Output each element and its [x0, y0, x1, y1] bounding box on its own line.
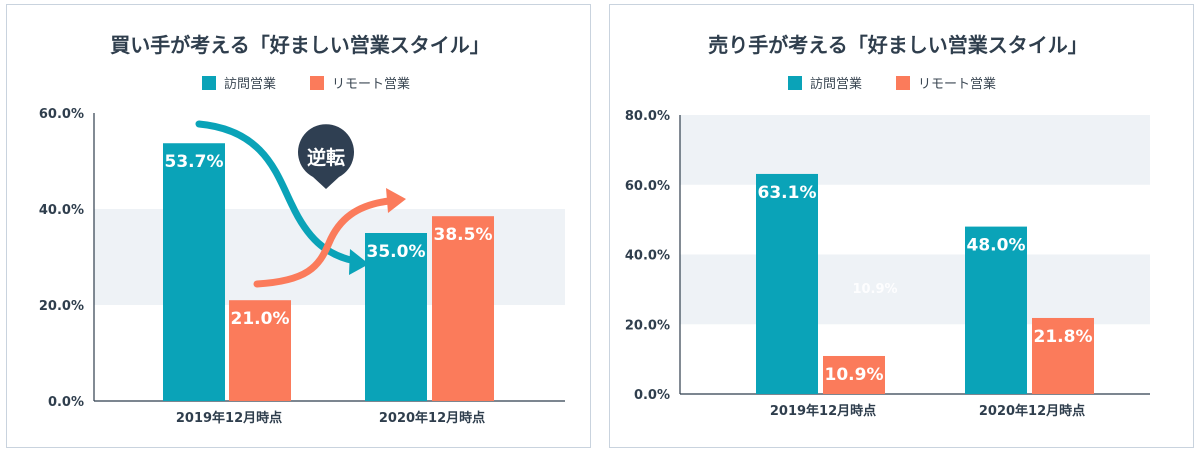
buyer-chart-panel: 買い手が考える「好ましい営業スタイル」訪問営業 リモート営業 0.0% 20.0% 40… [6, 4, 591, 448]
reversal-callout-pin [298, 124, 354, 189]
y-tick-label: 0.0% [48, 395, 84, 410]
seller-chart-panel: 売り手が考える「好ましい営業スタイル」訪問営業 リモート営業 0.0% 20.0% 40… [609, 4, 1194, 448]
data-label: 35.0% [367, 242, 426, 262]
data-label: 38.5% [434, 225, 493, 245]
legend-swatch-remote [896, 76, 910, 90]
y-tick-label: 60.0% [39, 107, 84, 122]
chart-title: 売り手が考える「好ましい営業スタイル」 [708, 33, 1087, 57]
legend-swatch-visit [788, 76, 802, 90]
x-category-label: 2020年12月時点 [979, 403, 1085, 419]
decline-arrowhead [349, 249, 369, 275]
bar-remote [229, 300, 291, 401]
bar-remote [823, 355, 885, 394]
legend-label-visit: 訪問営業 [224, 76, 276, 92]
background-band [680, 115, 1150, 185]
rise-arrow-shaft [253, 197, 393, 288]
data-label: 21.8% [1034, 327, 1093, 347]
bar-visit [163, 143, 225, 402]
faint-data-label: 10.9% [852, 282, 897, 297]
bar-remote [1032, 317, 1094, 394]
x-category-label: 2019年12月時点 [176, 410, 282, 426]
data-label: 48.0% [967, 236, 1026, 256]
bar-visit [756, 173, 818, 394]
rise-arrowhead [386, 188, 406, 213]
bar-visit [965, 226, 1027, 394]
data-label: 63.1% [758, 183, 817, 203]
data-label: 21.0% [231, 309, 290, 329]
y-tick-label: 80.0% [625, 109, 670, 124]
legend-swatch-visit [202, 76, 216, 90]
buyer-chart-svg: 買い手が考える「好ましい営業スタイル」訪問営業 リモート営業 0.0% 20.0% 40… [39, 33, 565, 426]
y-tick-label: 20.0% [625, 318, 670, 333]
data-label: 10.9% [825, 365, 884, 385]
legend: 訪問営業 リモート営業 [202, 76, 410, 92]
legend-label-remote: リモート営業 [918, 76, 996, 92]
seller-chart-svg: 売り手が考える「好ましい営業スタイル」訪問営業 リモート営業 0.0% 20.0% 40… [625, 33, 1150, 419]
bar-visit [365, 233, 427, 401]
reversal-callout-label: 逆転 [307, 146, 345, 169]
x-category-label: 2020年12月時点 [379, 410, 485, 426]
data-label: 53.7% [165, 152, 224, 172]
bar-remote [432, 216, 494, 401]
background-band [680, 254, 1150, 325]
y-tick-label: 40.0% [39, 203, 84, 218]
legend-swatch-remote [310, 76, 324, 90]
chart-title: 買い手が考える「好ましい営業スタイル」 [110, 33, 489, 57]
legend-label-remote: リモート営業 [332, 76, 410, 92]
y-tick-label: 20.0% [39, 299, 84, 314]
legend-label-visit: 訪問営業 [810, 76, 862, 92]
y-tick-label: 0.0% [634, 388, 670, 403]
y-tick-label: 40.0% [625, 249, 670, 264]
y-tick-label: 60.0% [625, 179, 670, 194]
legend: 訪問営業 リモート営業 [788, 76, 996, 92]
x-category-label: 2019年12月時点 [770, 403, 876, 419]
